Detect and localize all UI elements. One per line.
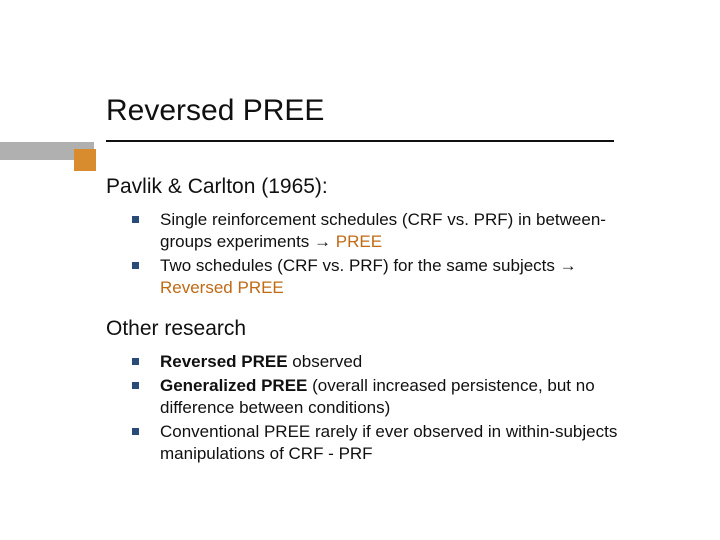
list-item: Single reinforcement schedules (CRF vs. …: [106, 209, 646, 253]
list-item: Reversed PREE observed: [106, 351, 646, 373]
bullet-square-icon: [132, 428, 139, 435]
bullet-text: Two schedules (CRF vs. PRF) for the same…: [160, 256, 560, 275]
arrow-icon: →: [314, 232, 331, 251]
bullet-square-icon: [132, 216, 139, 223]
section-heading: Pavlik & Carlton (1965):: [106, 175, 646, 199]
section-heading: Other research: [106, 317, 646, 341]
bullet-text: Single reinforcement schedules (CRF vs. …: [160, 210, 606, 251]
title-accent-orange: [74, 149, 96, 171]
bullet-list: Single reinforcement schedules (CRF vs. …: [106, 209, 646, 299]
bullet-square-icon: [132, 262, 139, 269]
arrow-icon: →: [560, 256, 577, 275]
title-underline: [106, 140, 614, 142]
bullet-square-icon: [132, 358, 139, 365]
list-item: Conventional PREE rarely if ever observe…: [106, 421, 646, 465]
list-item: Generalized PREE (overall increased pers…: [106, 375, 646, 419]
bullet-text: observed: [288, 352, 363, 371]
bullet-square-icon: [132, 382, 139, 389]
list-item: Two schedules (CRF vs. PRF) for the same…: [106, 255, 646, 299]
bullet-list: Reversed PREE observed Generalized PREE …: [106, 351, 646, 465]
bullet-bold: Reversed PREE: [160, 352, 288, 371]
slide-body: Pavlik & Carlton (1965): Single reinforc…: [106, 175, 646, 483]
bullet-bold: Generalized PREE: [160, 376, 307, 395]
bullet-accent: PREE: [331, 232, 382, 251]
slide-title: Reversed PREE: [106, 94, 324, 128]
bullet-accent: Reversed PREE: [160, 278, 284, 297]
bullet-text: Conventional PREE rarely if ever observe…: [160, 422, 617, 463]
slide: Reversed PREE Pavlik & Carlton (1965): S…: [0, 0, 720, 540]
